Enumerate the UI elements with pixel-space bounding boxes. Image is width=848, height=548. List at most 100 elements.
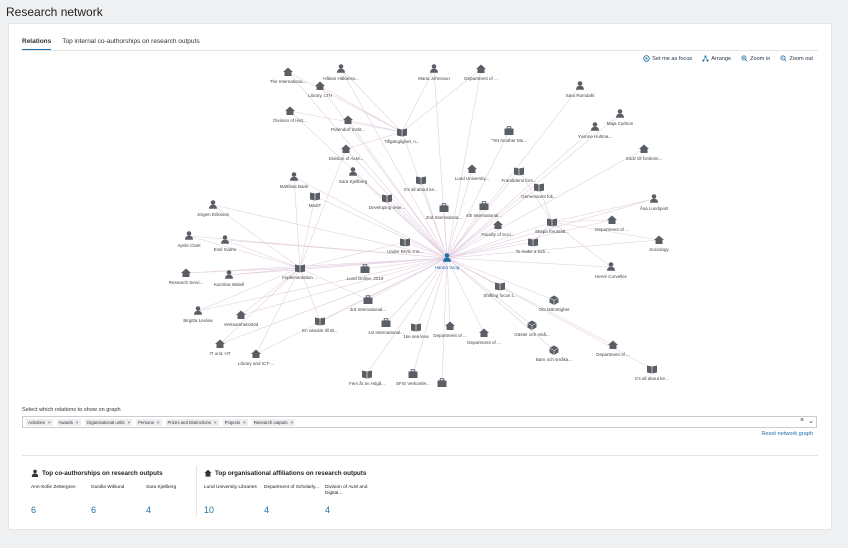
graph-node[interactable]: Library, LTH [308,81,332,99]
graph-node[interactable]: Lund Online, 2019 [347,264,384,281]
graph-node[interactable]: Barn och småka... [536,345,572,363]
graph-edge [299,267,321,322]
graph-node[interactable]: Department of ... [467,328,501,346]
coauthor-name[interactable]: Sara Kjellberg [146,485,177,490]
zoom-in-button[interactable]: Zoom in [741,55,770,62]
graph-node[interactable]: Skapa förutsätt... [535,218,569,235]
remove-chip-icon[interactable]: × [47,419,51,425]
graph-node-label: Library and ICT-... [238,361,274,366]
graph-node[interactable]: Sara Kjellberg [339,167,368,184]
relation-filter-select[interactable]: Activities × Awards × Organisational units… [22,416,817,428]
remove-chip-icon[interactable]: × [290,419,294,425]
graph-node[interactable]: MediT [309,192,322,209]
graph-node[interactable]: Department of ... [596,340,630,358]
arrange-button[interactable]: Arrange [702,55,731,62]
graph-edge [224,239,448,259]
graph-node[interactable]: Sociology [649,235,670,253]
graph-node[interactable]: Yvonne Hultma... [578,122,612,139]
graph-node[interactable]: Maria Johnsson [418,64,450,81]
graph-node[interactable]: Under BIVIL-ins... [387,238,423,255]
graph-node[interactable]: Om lättrottighet [539,295,571,313]
graph-edge [446,148,645,259]
affiliation-count[interactable]: 4 [325,505,331,515]
graph-node[interactable]: Implementation ... [282,264,318,281]
remove-chip-icon[interactable]: × [156,419,160,425]
graph-node[interactable] [437,378,447,387]
coauthor-count[interactable]: 6 [31,505,37,515]
set-focus-button[interactable]: Set me as focus [643,55,692,62]
affiliation-name[interactable]: Division of ALM and Digital... [325,485,368,496]
graph-node[interactable]: Åsa Lundqvist [640,194,669,211]
graph-node[interactable]: Department of ... [464,64,498,82]
graph-node[interactable]: Aprile Clark [177,231,201,248]
tab-bar: Relations Top internal co-authorships on… [22,38,200,50]
graph-node[interactable]: Emil Svahn [214,235,237,252]
affiliation-name[interactable]: Lund University Libraries [204,485,257,490]
graph-node-label: Department of ... [467,340,501,345]
graph-node[interactable]: The Internationa... [270,67,307,85]
graph-node[interactable]: Library and ICT-... [238,349,274,367]
graph-node[interactable]: Pufendorf Instit... [331,115,365,133]
graph-node[interactable]: Fem år av Högå... [349,370,385,387]
graph-node[interactable]: Verksamhetsstöd [224,310,259,328]
graph-node[interactable]: Södz till forsknin... [626,144,663,162]
graph-node[interactable]: Hervé Corvellec [595,262,628,279]
network-graph[interactable]: Håkan Håkanss... Maria Johnsson Department… [9,24,831,404]
graph-node[interactable]: It's all about ke... [404,176,438,193]
tab-top-co-authorships[interactable]: Top internal co-authorships on research … [62,38,200,45]
graph-node[interactable]: Karolina Widell [214,270,244,287]
graph-node[interactable]: "Yet Another Mo... [491,126,527,143]
graph-node[interactable]: 1st International... [368,318,404,335]
remove-chip-icon[interactable]: × [214,419,217,425]
clear-all-icon[interactable]: × [800,416,805,424]
coauthor-name[interactable]: Ann-Sofie Zettergren [31,485,76,490]
graph-node[interactable]: 1ke sea leva [403,323,429,340]
remove-chip-icon[interactable]: × [243,419,246,425]
graph-node[interactable]: 3rd International... [350,295,386,312]
graph-node[interactable]: Gäster och små... [514,320,550,338]
graph-node[interactable]: SFIS Verkonfer... [396,369,430,386]
graph-node[interactable]: Tillgänglighet, n... [384,128,420,145]
graph-node-label: Fem år av Högå... [349,380,385,386]
remove-chip-icon[interactable]: × [75,419,79,425]
graph-node[interactable]: Research Servi... [169,268,204,286]
focus-node[interactable]: Hanna Voog [435,253,460,270]
reset-graph-link[interactable]: Reset network graph [761,431,813,437]
graph-node[interactable]: 2nd Internationa... [426,203,462,220]
graph-node[interactable]: Faculty of Soci... [481,220,515,238]
remove-chip-icon[interactable]: × [127,419,131,425]
graph-node[interactable]: Division of ALM... [329,144,364,162]
graph-node[interactable]: Developing rese... [369,194,405,211]
graph-node-label: Om lättrottighet [539,307,571,312]
graph-node[interactable]: It's all about ke... [635,365,669,382]
affiliation-name[interactable]: Department of Scholarly... [264,485,320,490]
graph-node[interactable]: Lund University... [455,164,489,182]
graph-edge [345,148,448,259]
graph-node[interactable]: Jörgen Eriksson [197,200,230,217]
graph-node[interactable]: Division of Hist... [273,106,307,124]
coauthor-count[interactable]: 4 [146,505,152,515]
graph-node[interactable]: Department of ... [595,215,629,233]
coauthor-count[interactable]: 6 [91,505,97,515]
tab-relations[interactable]: Relations [22,38,52,50]
graph-node[interactable]: Gemensamt fok... [521,183,557,200]
affiliation-count[interactable]: 10 [204,505,215,515]
graph-node[interactable]: En vändok till Bi... [302,317,338,334]
graph-node[interactable]: Shifting focus t... [483,282,517,299]
chevron-down-icon[interactable]: ⌄ [808,417,814,425]
graph-node[interactable]: Framtidens fors... [501,167,537,184]
graph-node[interactable]: 4th International... [466,201,502,218]
graph-node[interactable]: Birgitta Lexlow [183,306,213,323]
graph-node[interactable]: To make a kick ... [516,238,551,255]
graph-node[interactable]: Håkan Håkanss... [323,64,359,81]
graph-node[interactable]: Matthias Bank [280,172,309,189]
graph-node[interactable]: IT unit, HT [210,339,231,357]
graph-node-label: Department of ... [464,76,498,81]
affiliation-count[interactable]: 4 [264,505,270,515]
graph-node-label: Hervé Corvellec [595,274,628,279]
graph-node[interactable]: Sara Rumdahl [566,81,595,98]
zoom-out-button[interactable]: Zoom out [780,55,813,62]
graph-node[interactable]: Department of ... [433,321,467,339]
coauthor-name[interactable]: Gunilla Wiklund [91,485,125,490]
graph-node[interactable]: Maja Carlson [607,109,634,126]
